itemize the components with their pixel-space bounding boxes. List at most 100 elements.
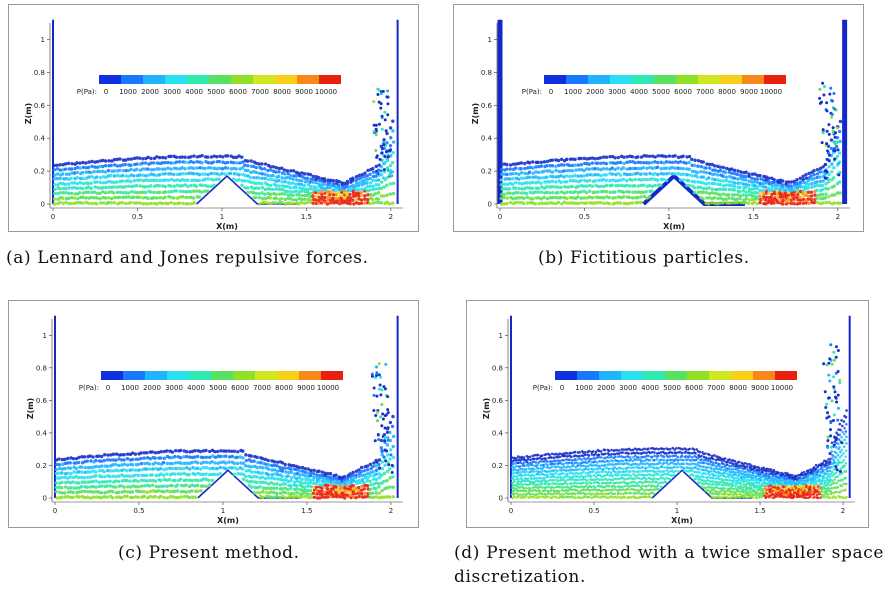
fluid-particle: [112, 191, 116, 195]
splash-particle: [384, 459, 388, 463]
fluid-particle: [634, 190, 638, 194]
fluid-particle: [182, 455, 186, 459]
fluid-particle: [686, 466, 690, 470]
splash-particle: [825, 109, 829, 113]
x-tick-label: 1: [675, 507, 679, 515]
fluid-particle: [86, 165, 91, 170]
fluid-particle: [641, 465, 644, 469]
fluid-particle: [556, 190, 560, 195]
fluid-particle: [652, 492, 656, 495]
fluid-particle: [152, 190, 156, 195]
fluid-particle: [770, 192, 774, 197]
fluid-particle: [342, 189, 346, 193]
fluid-particle: [254, 170, 259, 175]
fluid-particle: [720, 472, 723, 476]
fluid-particle: [820, 187, 825, 192]
fluid-particle: [354, 489, 359, 493]
fluid-particle: [230, 454, 234, 459]
fluid-particle: [283, 180, 287, 184]
fluid-particle: [312, 471, 316, 476]
fluid-particle: [157, 484, 161, 489]
splash-particle: [818, 96, 822, 100]
fluid-particle: [357, 197, 361, 201]
splash-particle: [381, 412, 385, 416]
y-tick-label: 0.6: [492, 397, 504, 405]
fluid-particle: [332, 481, 336, 486]
fluid-particle: [651, 484, 654, 487]
splash-particle: [377, 373, 381, 377]
fluid-particle: [362, 487, 366, 491]
fluid-particle: [285, 169, 290, 173]
fluid-particle: [112, 200, 117, 205]
fluid-particle: [687, 160, 691, 165]
fluid-particle: [678, 178, 683, 182]
fluid-particle: [520, 458, 524, 461]
fluid-particle: [236, 450, 240, 454]
fluid-particle: [97, 469, 102, 473]
fluid-particle: [379, 186, 384, 191]
fluid-particle: [648, 458, 652, 462]
fluid-particle: [215, 449, 220, 454]
splash-particle: [383, 118, 387, 122]
fluid-particle: [109, 196, 114, 201]
fluid-particle: [163, 190, 168, 194]
fluid-particle: [371, 166, 375, 171]
fluid-particle: [334, 191, 338, 195]
fluid-particle: [728, 496, 731, 500]
fluid-particle: [818, 179, 822, 184]
fluid-particle: [625, 172, 629, 177]
fluid-particle: [385, 175, 389, 180]
caption-b: (b) Fictitious particles.: [538, 248, 750, 268]
fluid-particle: [323, 477, 328, 481]
fluid-particle: [277, 201, 282, 205]
fluid-particle: [118, 157, 122, 161]
fluid-particle: [115, 157, 119, 162]
fluid-particle: [160, 172, 165, 176]
fluid-particle: [665, 461, 669, 465]
fluid-particle: [278, 477, 283, 482]
fluid-particle: [275, 473, 280, 477]
fluid-particle: [178, 448, 183, 453]
fluid-particle: [278, 483, 283, 487]
fluid-particle: [798, 176, 803, 180]
fluid-particle: [197, 172, 202, 177]
fluid-particle: [362, 181, 366, 186]
fluid-particle: [58, 191, 63, 195]
fluid-particle: [326, 475, 330, 479]
fluid-particle: [363, 491, 367, 496]
fluid-particle: [388, 182, 393, 186]
fluid-particle: [309, 187, 313, 191]
fluid-particle: [586, 488, 590, 491]
fluid-particle: [200, 190, 204, 194]
fluid-particle: [111, 485, 115, 489]
fluid-particle: [64, 162, 68, 166]
y-tick-label: 0.4: [36, 429, 48, 437]
fluid-particle: [305, 193, 310, 198]
fluid-particle: [744, 182, 748, 186]
fluid-particle: [587, 162, 591, 166]
fluid-particle: [818, 170, 822, 174]
fluid-particle: [835, 136, 840, 140]
fluid-particle: [536, 453, 540, 457]
fluid-particle: [122, 453, 126, 457]
fluid-particle: [570, 482, 573, 485]
fluid-particle: [365, 484, 370, 488]
fluid-particle: [673, 448, 676, 451]
fluid-particle: [195, 483, 200, 488]
fluid-particle: [511, 483, 515, 487]
fluid-particle: [752, 194, 757, 198]
fluid-particle: [781, 179, 785, 183]
fluid-particle: [604, 183, 609, 188]
fluid-particle: [735, 493, 739, 496]
fluid-particle: [204, 465, 209, 470]
fluid-particle: [85, 459, 89, 463]
fluid-particle: [505, 162, 509, 167]
fluid-particle: [635, 476, 638, 480]
fluid-particles: [54, 362, 396, 500]
fluid-particle: [103, 191, 108, 195]
fluid-particle: [97, 454, 101, 458]
fluid-particle: [385, 486, 389, 490]
fluid-particle: [522, 486, 526, 490]
fluid-particle: [69, 201, 74, 206]
fluid-particle: [690, 458, 694, 462]
